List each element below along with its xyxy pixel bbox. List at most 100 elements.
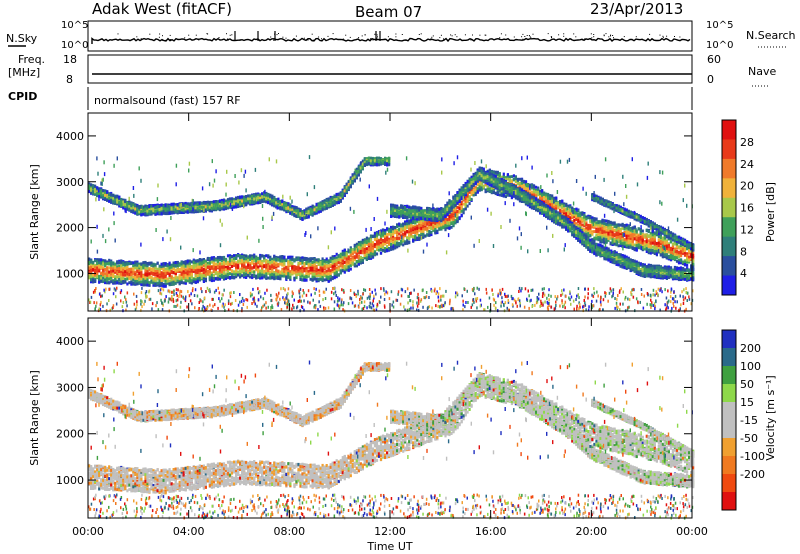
power-cell — [104, 279, 106, 282]
power-cell — [406, 236, 408, 239]
power-cell — [406, 230, 408, 233]
nsky-line — [92, 39, 690, 45]
power-cell — [128, 277, 130, 280]
power-cell — [285, 259, 287, 262]
power-cell — [185, 271, 187, 274]
power-cell — [382, 243, 384, 246]
power-cell — [110, 270, 112, 273]
nsearch-dot — [593, 34, 594, 35]
power-cell — [412, 221, 414, 224]
power-cell — [173, 268, 175, 271]
power-cell — [301, 262, 303, 265]
power-cell — [249, 254, 251, 257]
power-cell — [320, 267, 322, 270]
power-cell — [146, 273, 148, 276]
power-cell — [366, 253, 368, 256]
power-cell — [245, 261, 247, 264]
power-cell — [362, 244, 364, 247]
power-cell — [237, 254, 239, 257]
power-cell — [376, 253, 378, 256]
nsearch-dot — [499, 37, 500, 38]
power-cell — [189, 265, 191, 268]
power-cell — [273, 273, 275, 276]
power-cell — [108, 263, 110, 266]
nsky-label: N.Sky — [6, 32, 38, 45]
power-cell — [217, 274, 219, 277]
power-cell — [354, 256, 356, 259]
power-cell — [408, 234, 410, 237]
power-cell — [148, 269, 150, 272]
power-cell — [344, 266, 346, 269]
power-cell — [193, 280, 195, 283]
nsearch-dot — [450, 38, 451, 39]
power-cell — [414, 230, 416, 233]
power-cell — [247, 255, 249, 258]
power-cell — [273, 277, 275, 280]
power-cell — [277, 259, 279, 262]
nsky-tick-bottom: 10^0 — [61, 40, 88, 51]
power-cell — [358, 263, 360, 266]
power-cell — [130, 268, 132, 271]
nsearch-dot — [345, 35, 346, 36]
power-cell — [104, 268, 106, 271]
power-cell — [366, 258, 368, 261]
nsearch-dot — [649, 34, 650, 35]
power-cell — [209, 262, 211, 265]
power-cell — [148, 276, 150, 279]
power-cell — [221, 262, 223, 265]
power-cell — [386, 249, 388, 252]
power-cell — [221, 257, 223, 260]
power-cell — [330, 275, 332, 278]
power-cell — [263, 256, 265, 259]
power-cell — [426, 233, 428, 236]
nsearch-dot — [136, 36, 137, 37]
power-cell — [142, 284, 144, 287]
power-cell — [354, 251, 356, 254]
power-cell — [400, 240, 402, 243]
power-cell — [295, 266, 297, 269]
power-cell — [173, 262, 175, 265]
power-cell — [231, 276, 233, 279]
power-cell — [277, 270, 279, 273]
power-cell — [354, 263, 356, 266]
power-cell — [342, 265, 344, 268]
power-cell — [223, 271, 225, 274]
nsearch-dot — [198, 40, 199, 41]
power-cell — [253, 266, 255, 269]
power-cell — [356, 245, 358, 248]
power-cell — [269, 266, 271, 269]
power-cell — [416, 230, 418, 233]
nsearch-dot — [165, 40, 166, 41]
power-cell — [261, 276, 263, 279]
power-cell — [150, 280, 152, 283]
power-cell — [183, 261, 185, 264]
nsearch-dot — [529, 35, 530, 36]
power-cell — [219, 278, 221, 281]
power-cell — [90, 266, 92, 269]
nsearch-dot — [417, 38, 418, 39]
power-cell — [424, 227, 426, 230]
power-cell — [211, 256, 213, 259]
power-cell — [98, 259, 100, 262]
power-cell — [249, 272, 251, 275]
nsearch-dot — [679, 37, 680, 38]
power-cell — [408, 230, 410, 233]
power-cell — [193, 266, 195, 269]
nsearch-dot — [304, 38, 305, 39]
power-cell — [303, 257, 305, 260]
nsearch-dot — [591, 33, 592, 34]
power-cell — [179, 274, 181, 277]
power-cell — [376, 243, 378, 246]
power-cell — [261, 255, 263, 258]
power-cell — [340, 270, 342, 273]
power-cell — [253, 274, 255, 277]
power-cell — [291, 257, 293, 260]
power-cell — [418, 234, 420, 237]
power-cell — [360, 241, 362, 244]
power-cell — [92, 265, 94, 268]
power-cell — [233, 270, 235, 273]
nsearch-dot — [362, 35, 363, 36]
power-cell — [326, 265, 328, 268]
power-cell — [225, 268, 227, 271]
nsearch-dot — [505, 35, 506, 36]
